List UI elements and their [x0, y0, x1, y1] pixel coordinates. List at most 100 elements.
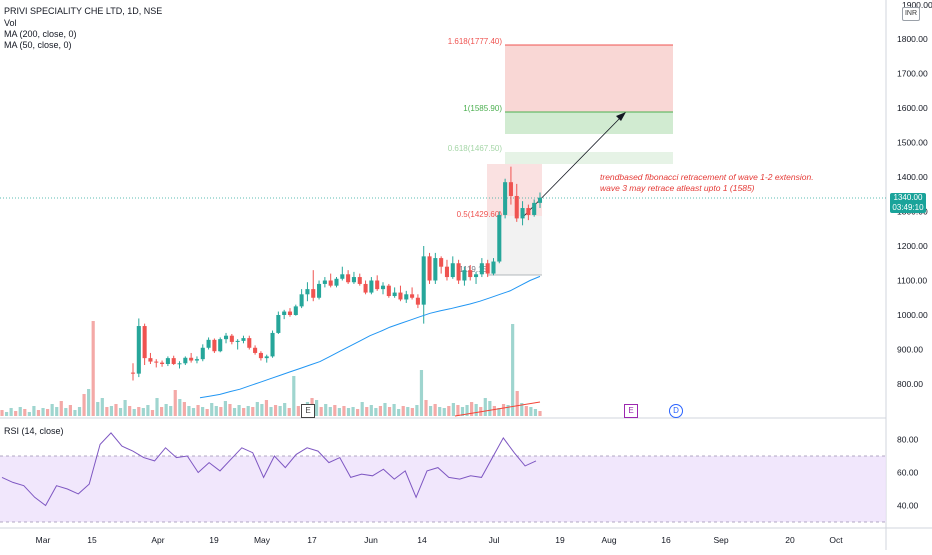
time-tick-label: 14 — [417, 535, 427, 545]
volume-bar — [155, 398, 159, 416]
candle-body — [235, 340, 240, 342]
volume-bar — [100, 398, 104, 416]
candle-body — [305, 289, 310, 295]
volume-bar — [406, 407, 410, 416]
vol-legend[interactable]: Vol — [4, 18, 17, 28]
volume-bar — [287, 408, 291, 416]
volume-bar — [205, 409, 209, 416]
ma200-legend[interactable]: MA (200, close, 0) — [4, 29, 77, 39]
volume-bar — [173, 390, 177, 416]
rsi-tick-label: 40.00 — [897, 501, 919, 511]
volume-bar — [474, 404, 478, 416]
fib-zone-1618 — [505, 45, 673, 112]
volume-bar — [59, 401, 63, 416]
dividend-marker[interactable]: D — [669, 404, 683, 418]
candle-body — [130, 372, 136, 374]
candle-body — [427, 256, 432, 281]
arrow-head — [616, 112, 626, 121]
candle-body — [165, 358, 170, 364]
price-tick-label: 1200.00 — [897, 241, 928, 251]
ma50-legend[interactable]: MA (50, close, 0) — [4, 40, 72, 50]
volume-bar — [428, 406, 433, 416]
rsi-band — [0, 456, 886, 522]
volume-bar — [292, 376, 296, 416]
candle-body — [136, 326, 141, 374]
annotation-line-2[interactable]: wave 3 may retrace atleast upto 1 (1585) — [600, 183, 755, 193]
rsi-tick-label: 80.00 — [897, 435, 919, 445]
volume-bar — [524, 406, 528, 416]
volume-bar — [123, 400, 127, 416]
volume-bar — [0, 410, 4, 416]
volume-bar — [114, 404, 118, 416]
fib-label-0: 1119.15 — [459, 265, 487, 274]
volume-bar — [214, 406, 218, 416]
volume-bar — [87, 389, 91, 416]
volume-bar — [378, 406, 383, 416]
candle-body — [322, 280, 327, 284]
candle-body — [328, 280, 333, 286]
candle-body — [386, 285, 391, 297]
candle-body — [177, 363, 182, 365]
volume-bar — [210, 403, 214, 416]
volume-bar — [242, 408, 246, 416]
volume-bar — [533, 409, 538, 416]
volume-bar — [488, 401, 492, 416]
candle-body — [229, 335, 234, 342]
volume-bar — [23, 409, 27, 416]
volume-bar — [14, 411, 18, 416]
time-axis[interactable]: Mar 15 Apr 19 May 17 Jun 14 Jul 19 Aug 16 Sep 20 Oct — [36, 535, 844, 545]
volume-bar — [296, 406, 300, 416]
volume-bar — [219, 407, 223, 416]
volume-bar — [273, 405, 278, 416]
ma200-line — [454, 401, 541, 417]
volume-bar — [128, 406, 132, 416]
annotation-line-1[interactable]: trendbased fibonacci retracement of wave… — [600, 172, 814, 182]
volume-bar — [146, 405, 150, 416]
candle-body — [497, 214, 502, 262]
time-tick-label: Jul — [489, 535, 500, 545]
price-tick-label: 1800.00 — [897, 34, 928, 44]
volume-bar — [73, 410, 77, 416]
volume-bar — [164, 404, 168, 416]
price-tick-label: 1600.00 — [897, 103, 928, 113]
volume-bar — [369, 405, 373, 416]
volume-bar — [105, 407, 109, 416]
price-axis-top-label: 1900.00 — [902, 0, 932, 10]
candle-body — [287, 311, 293, 315]
time-tick-label: Aug — [601, 535, 616, 545]
symbol-title[interactable]: PRIVI SPECIALITY CHE LTD, 1D, NSE — [4, 6, 163, 16]
candle-body — [363, 283, 368, 293]
earnings-marker-past[interactable]: E — [301, 404, 315, 418]
volume-bar — [346, 408, 351, 416]
volume-bar — [36, 410, 41, 416]
volume-bar — [77, 407, 82, 416]
price-tick-label: 1000.00 — [897, 310, 928, 320]
candle-body — [479, 263, 484, 275]
volume-bar — [538, 411, 542, 416]
volume-bar — [314, 400, 319, 416]
volume-bar — [515, 391, 519, 416]
volume-bar — [342, 406, 346, 416]
candle-body — [508, 182, 513, 196]
candle-body — [520, 208, 525, 219]
candle-body — [183, 357, 188, 364]
earnings-marker-upcoming[interactable]: E — [624, 404, 638, 418]
volume-bar — [419, 370, 424, 416]
volume-bar — [223, 401, 228, 416]
price-tick-label: 800.00 — [897, 379, 923, 389]
volume-bar — [264, 400, 269, 416]
volume-bar — [365, 407, 369, 416]
volume-bar — [470, 402, 474, 416]
time-tick-label: 19 — [209, 535, 219, 545]
rsi-legend[interactable]: RSI (14, close) — [4, 426, 64, 436]
currency-badge[interactable]: INR — [902, 7, 920, 21]
candle-body — [439, 258, 444, 267]
volume-bar — [50, 404, 54, 416]
volume-bar — [374, 408, 378, 416]
candle-body — [142, 326, 147, 359]
candle-body — [241, 338, 246, 341]
time-tick-label: Sep — [713, 535, 728, 545]
volume-bar — [182, 402, 186, 416]
